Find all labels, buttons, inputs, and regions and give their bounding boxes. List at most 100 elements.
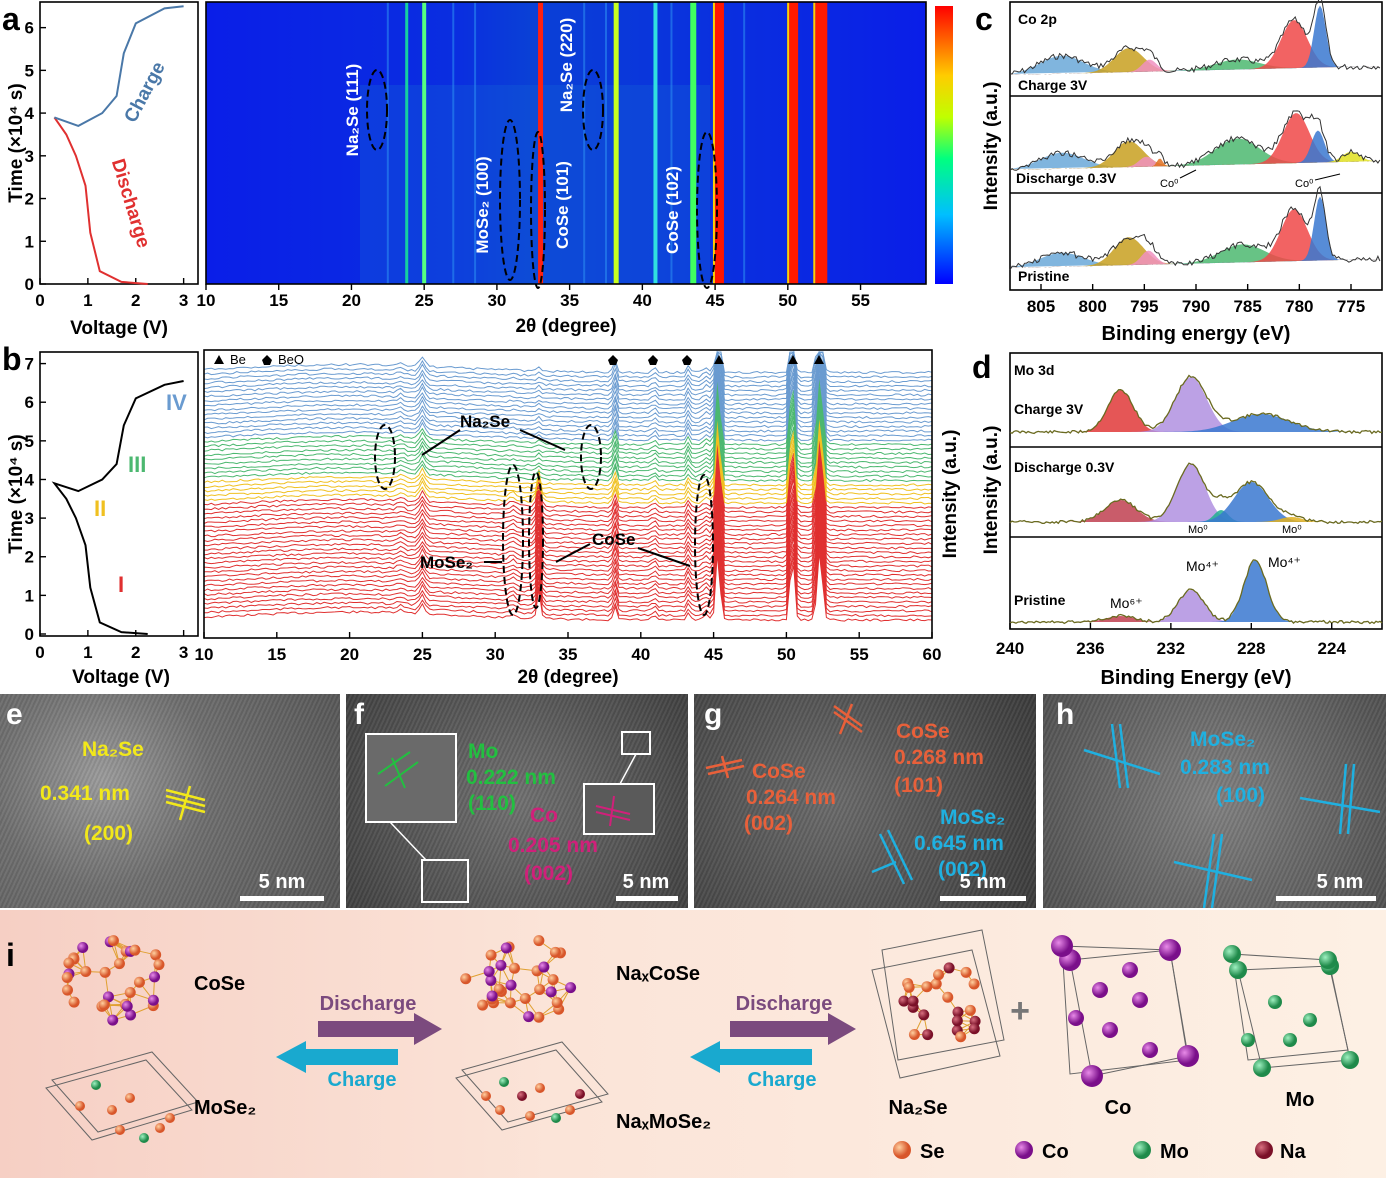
panel-c-title: Co 2p [1018,11,1057,27]
panel-c-xlabel: Binding energy (eV) [1102,323,1291,345]
atom [960,966,972,978]
atom [98,999,110,1011]
panel-b-annot-na2se: Na₂Se [460,412,510,431]
panel-b-ylabel: Time (×10⁴ s) [6,434,27,553]
panel-b-2theta-tick-label: 15 [267,645,286,664]
atom [942,991,954,1003]
co-atom [1132,992,1148,1008]
co-atom [1177,1045,1199,1067]
xps-co-component [1010,209,1380,268]
panel-d-mo0-a: Mo⁰ [1188,524,1208,536]
stage-iv-label: IV [166,390,187,415]
xps-co-raw [1009,185,1381,271]
atom [903,981,915,993]
label-mo: Mo [1286,1089,1315,1111]
panel-d-mo4-b: Mo⁴⁺ [1268,554,1301,570]
panel-c-row-discharge: Discharge 0.3V [1016,170,1117,186]
panel-f-co-hkl: (002) [524,862,573,885]
atom [908,1028,920,1040]
panel-c-ylabel: Intensity (a.u.) [981,82,1002,211]
atom [121,1000,133,1012]
panel-g-cose1: CoSe [896,720,950,743]
atom [493,983,505,995]
panel-b-voltage-curve [51,380,184,635]
atom [519,993,531,1005]
heatmap-peak-edge [787,2,790,284]
na2se-unit-cell [871,949,1001,1079]
xrd-pattern-line [203,413,933,483]
atom [500,942,512,954]
panel-a-2theta-tick-label: 25 [415,291,434,310]
panel-c-co0-b: Co⁰ [1295,178,1314,190]
xrd-pattern-line [203,525,933,595]
xps-mo-raw [1009,374,1383,435]
xrd-pattern-line [203,351,933,384]
panel-g-cose2-d: 0.264 nm [746,786,836,809]
xrd-pattern-line [204,548,933,618]
panel-a-2theta-tick-label: 20 [342,291,361,310]
label-naxmose2: NaₓMoSe₂ [616,1111,711,1133]
panel-b-2theta-tick-label: 35 [559,645,578,664]
arrow-1-discharge-label: Discharge [320,993,417,1015]
panel-a-heatmap: 10 15 20 25 30 35 40 45 50 55 2θ (degree) Na₂Se (… [197,1,953,337]
atom [483,965,495,977]
panel-g-mose2-hkl: (002) [938,858,987,881]
panel-b-annot-mose2: MoSe₂ [420,553,473,572]
atom [922,1029,934,1041]
xrd-pattern-line [203,394,933,465]
panel-d-row-charge: Charge 3V [1014,401,1084,417]
label-mose2: MoSe₂ [194,1097,256,1119]
co-atom [1122,962,1138,978]
panel-a-2theta-tick-label: 30 [487,291,506,310]
heatmap-faint-line [452,2,455,284]
atom [150,949,162,961]
panel-d-mo6: Mo⁶⁺ [1110,595,1143,611]
panel-c-xps-co2p: Co 2p Charge 3V Discharge 0.3V Pristine … [981,0,1383,345]
panel-c-tick-label: 800 [1078,297,1106,316]
atom [551,1113,561,1123]
xrd-pattern-line [203,431,933,501]
panel-e-phase: Na₂Se [82,738,144,761]
panel-b-2theta-tick-label: 10 [195,645,214,664]
atom [505,979,517,991]
atom [125,1009,137,1021]
atom [153,959,165,971]
panel-c-tick-label: 805 [1027,297,1055,316]
panel-b-ytick-label: 1 [25,586,34,605]
xps-mo-component [1010,464,1382,522]
xrd-pattern-line [203,351,933,411]
panel-b-ytick-label: 5 [25,432,34,451]
panel-h-d: 0.283 nm [1180,756,1270,779]
panel-a-2theta-tick-label: 35 [560,291,579,310]
atom [125,1093,135,1103]
atom [485,974,497,986]
atom [107,1014,119,1026]
legend-na: Na [1280,1141,1306,1163]
atom [921,981,933,993]
xrd-pattern-line [203,502,933,573]
atom [99,966,111,978]
xrd-pattern-line [203,448,933,519]
panel-a-2theta-ticks: 10 15 20 25 30 35 40 45 50 55 [197,284,870,310]
panel-a-ytick-label: 2 [25,190,34,209]
plus-sign: + [1010,992,1030,1030]
atom [549,946,561,958]
panel-a-2theta-tick-label: 45 [706,291,725,310]
xrd-pattern-line [203,458,933,528]
atom [133,976,145,988]
atom [62,984,74,996]
panel-b-2theta-tick-label: 40 [631,645,650,664]
atom [107,935,119,947]
atom [930,978,942,990]
xrd-pattern-line [203,400,933,469]
co-atom [1081,1065,1103,1087]
atom [115,1125,125,1135]
atom [538,961,550,973]
arrow-1-charge [276,1041,398,1073]
label-na2se: Na₂Se [889,1097,948,1119]
xps-co-raw [1009,0,1381,75]
xps-co-component [1010,20,1380,75]
xrd-pattern-line [203,535,933,604]
panel-a-yticks: 0 1 2 3 4 5 6 [25,19,46,294]
atom [964,1004,976,1016]
